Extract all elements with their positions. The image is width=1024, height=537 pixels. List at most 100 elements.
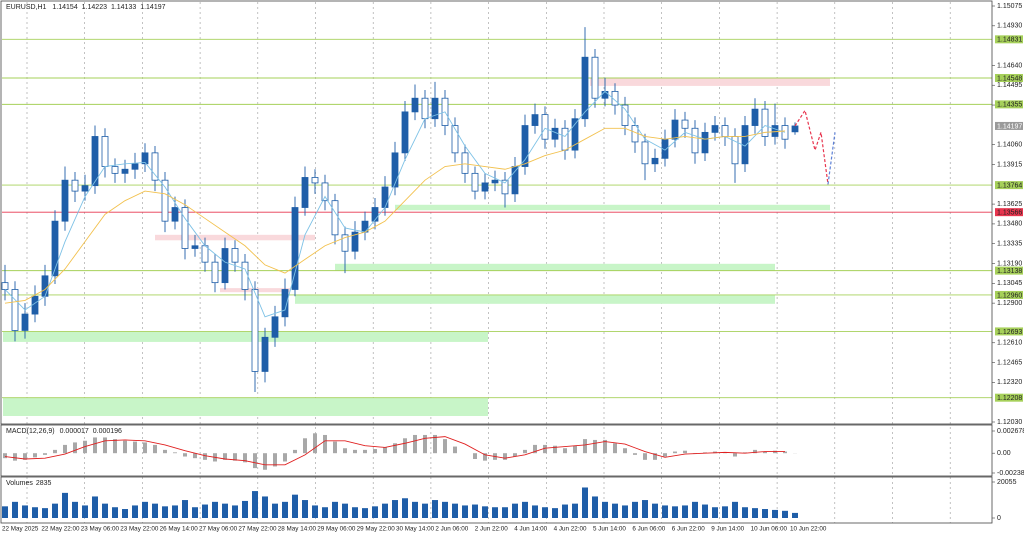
volume-bar bbox=[182, 500, 188, 518]
candle-body bbox=[11, 289, 19, 331]
signal-last: 0.000196 bbox=[93, 428, 122, 435]
candle-body bbox=[241, 261, 249, 290]
candle-body bbox=[791, 125, 799, 133]
volume-bar bbox=[632, 501, 638, 518]
volume-bar bbox=[622, 505, 628, 518]
candle-body bbox=[171, 207, 179, 222]
level-label: 1.13566 bbox=[997, 209, 1022, 216]
volume-panel bbox=[0, 476, 993, 524]
volume-bar bbox=[592, 496, 598, 518]
candle-body bbox=[691, 127, 699, 154]
macd-name: MACD(12,26,9) bbox=[6, 428, 55, 435]
macd-bar bbox=[223, 453, 227, 460]
macd-bar bbox=[763, 451, 767, 454]
volume-bar bbox=[102, 503, 108, 518]
y-tick-label: 1.14060 bbox=[997, 142, 1022, 149]
macd-bar bbox=[383, 447, 387, 454]
candle-body bbox=[701, 131, 709, 154]
x-tick-label: 23 May 06:00 bbox=[81, 526, 120, 533]
volume-bar bbox=[82, 505, 88, 518]
macd-bar bbox=[623, 448, 627, 454]
candle-body bbox=[671, 119, 679, 140]
macd-bar bbox=[293, 449, 297, 454]
volume-bar bbox=[172, 505, 178, 518]
volume-bar bbox=[422, 503, 428, 518]
volume-bar bbox=[32, 507, 38, 518]
level-label-box bbox=[995, 181, 1023, 190]
volume-bar bbox=[762, 509, 768, 518]
volume-bar bbox=[112, 507, 118, 518]
volume-bar bbox=[432, 500, 438, 518]
y-tick-label: 1.13335 bbox=[997, 241, 1022, 248]
macd-bar bbox=[13, 453, 17, 461]
volume-bar bbox=[572, 503, 578, 518]
macd-bar bbox=[483, 453, 487, 461]
macd-bar bbox=[643, 453, 647, 460]
level-label: 1.14831 bbox=[997, 37, 1022, 44]
candle-body bbox=[721, 125, 729, 137]
volume-bar bbox=[602, 501, 608, 518]
macd-bar bbox=[543, 444, 547, 454]
x-tick-label: 26 May 14:00 bbox=[160, 526, 199, 533]
macd-bar bbox=[553, 445, 557, 454]
line-series bbox=[4, 127, 786, 304]
y-tick-label: 0.002678 bbox=[997, 428, 1024, 435]
volume-bar bbox=[242, 500, 248, 518]
macd-bar bbox=[593, 439, 597, 454]
y-tick-label: 1.13915 bbox=[997, 161, 1022, 168]
macd-bar bbox=[513, 453, 517, 457]
macd-bar bbox=[603, 439, 607, 454]
x-tick-label: 27 May 06:00 bbox=[199, 526, 238, 533]
volume-bar bbox=[772, 509, 778, 518]
macd-bar bbox=[43, 453, 47, 455]
level-label: 1.14548 bbox=[997, 75, 1022, 82]
x-tick-label: 4 Jun 14:00 bbox=[514, 526, 547, 533]
volume-bar bbox=[12, 501, 18, 518]
candle-body bbox=[581, 56, 589, 120]
volume-bar bbox=[312, 505, 318, 518]
y-tick-label: 1.12030 bbox=[997, 419, 1022, 426]
volume-bar bbox=[272, 503, 278, 518]
symbol: EURUSD,H1 bbox=[6, 4, 47, 11]
macd-bar bbox=[613, 443, 617, 454]
candle-body bbox=[501, 179, 509, 195]
macd-bar bbox=[123, 440, 127, 454]
macd-bar bbox=[93, 437, 97, 454]
price-header: EURUSD,H1 1.14154 1.14223 1.14133 1.1419… bbox=[6, 4, 166, 11]
volume-bar bbox=[192, 507, 198, 518]
macd-bar bbox=[733, 453, 737, 457]
label-layer: 1.14831 1.14548 1.14355 1.13764 1.13566 1.131… bbox=[2, 35, 1023, 533]
y-tick-label: 1.13190 bbox=[997, 260, 1022, 267]
macd-bar bbox=[193, 453, 197, 459]
zone bbox=[3, 331, 488, 342]
zone bbox=[590, 77, 830, 86]
volume-bar bbox=[462, 505, 468, 518]
candle-body bbox=[201, 245, 209, 263]
volume-bar bbox=[92, 496, 98, 518]
macd-bar bbox=[283, 453, 287, 462]
macd-bar bbox=[53, 449, 57, 454]
line-series bbox=[4, 436, 786, 466]
level-label-box bbox=[995, 100, 1023, 109]
candle-body bbox=[541, 114, 549, 140]
macd-bar bbox=[273, 453, 277, 467]
volume-bar bbox=[582, 487, 588, 518]
macd-bar bbox=[63, 444, 67, 454]
volume-bar bbox=[352, 507, 358, 518]
x-tick-label: 5 Jun 14:00 bbox=[593, 526, 626, 533]
macd-bar bbox=[243, 453, 247, 463]
candle-body bbox=[561, 127, 569, 151]
candle-body bbox=[461, 152, 469, 174]
volume-last: 2835 bbox=[36, 480, 52, 487]
x-tick-label: 6 Jun 22:00 bbox=[672, 526, 705, 533]
macd-bar bbox=[783, 451, 787, 454]
last-low: 1.14133 bbox=[111, 4, 136, 11]
candle-body bbox=[411, 97, 419, 113]
volume-bar bbox=[152, 503, 158, 518]
x-tick-label: 29 May 22:00 bbox=[357, 526, 396, 533]
volume-bar bbox=[212, 501, 218, 518]
volume-bar bbox=[372, 506, 378, 518]
volume-bar bbox=[472, 504, 478, 518]
macd-bar bbox=[23, 453, 27, 460]
